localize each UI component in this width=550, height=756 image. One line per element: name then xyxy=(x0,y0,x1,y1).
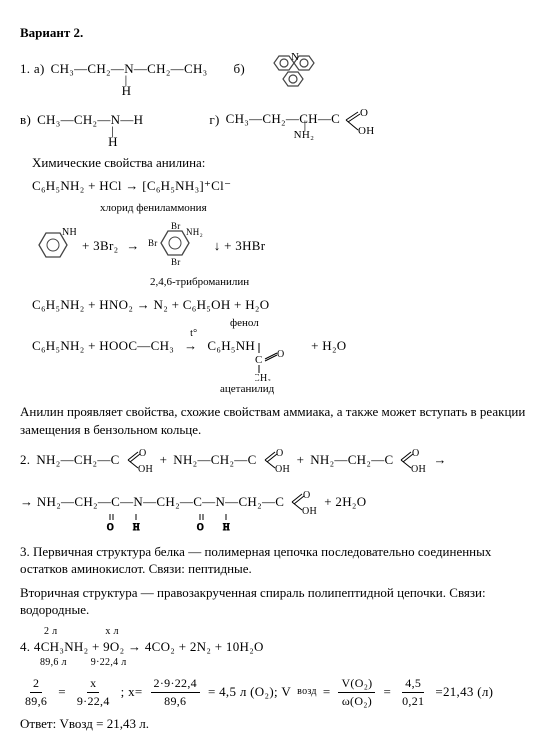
cooh-icon-2: O OH xyxy=(263,446,291,474)
f2t: x xyxy=(87,675,99,692)
f1t: 2 xyxy=(30,675,42,692)
svg-text:NH₂: NH₂ xyxy=(62,227,76,238)
top2: x л xyxy=(105,626,118,637)
result: =21,43 (л) xyxy=(435,683,493,701)
f2b: 9·22,4 xyxy=(74,693,113,709)
reaction-2: NH₂ + 3Br₂ → Br NH₂ Br Br ↓ + 3HBr xyxy=(32,221,530,269)
f4b: ω(O₂) xyxy=(339,693,375,709)
q3-p2: Вторичная структура — правозакрученная с… xyxy=(20,584,530,619)
svg-text:H: H xyxy=(133,522,140,532)
q4-block: 2 л x л 4. 4CH₃NH₂ + 9O₂ → 4CO₂ + 2N₂ + 1… xyxy=(20,625,530,670)
svg-text:O: O xyxy=(277,349,285,360)
acetanilide-label: ацетанилид xyxy=(220,382,530,397)
svg-text:Br: Br xyxy=(171,257,181,267)
arrow-q2: → xyxy=(433,451,446,469)
svg-text:O: O xyxy=(107,522,114,532)
calc1: ; x= xyxy=(121,683,143,701)
q4-equation: 4. 4CH₃NH₂ + 9O₂ → 4CO₂ + 2N₂ + 10H₂O xyxy=(20,638,530,656)
svg-text:O: O xyxy=(360,107,368,119)
cooh-group-icon: O OH xyxy=(344,104,382,136)
f5t: 4,5 xyxy=(402,675,424,692)
q2-water: + 2H₂O xyxy=(324,493,366,511)
temp-cond: t° xyxy=(190,327,197,341)
answer-line: Ответ: Vвозд = 21,43 л. xyxy=(20,715,530,733)
formula-a: CH₃—CH₂—N—CH₂—CH₃ xyxy=(51,61,208,76)
under-h-v: H xyxy=(108,133,118,151)
q4-calc: 289,6 = x9·22,4 ; x= 2·9·22,489,6 = 4,5 … xyxy=(20,675,530,708)
plus-3br2: + 3Br₂ xyxy=(82,237,118,255)
svg-text:N: N xyxy=(291,51,299,63)
svg-text:H: H xyxy=(223,522,230,532)
cooh-icon-1: O OH xyxy=(126,446,154,474)
under-h: H xyxy=(122,82,132,100)
svg-text:O: O xyxy=(303,490,311,501)
cooh-icon-3: O OH xyxy=(399,446,427,474)
svg-text:O: O xyxy=(139,448,147,459)
nh2-label: NH₂ xyxy=(294,128,315,143)
svg-text:O: O xyxy=(197,522,204,532)
svg-text:OH: OH xyxy=(275,464,290,474)
eq2: = xyxy=(323,683,331,701)
plus-2: + xyxy=(297,451,305,469)
aniline-ring-icon: NH₂ xyxy=(32,225,76,265)
f3t: 2·9·22,4 xyxy=(151,675,200,692)
f5b: 0,21 xyxy=(399,693,427,709)
triphenylamine-icon: N xyxy=(251,48,331,90)
q1-line-v: в) CH₃—CH₂—N—H | H г) CH₃—CH₂—CH—C O OH … xyxy=(20,104,530,136)
q1-label-g: г) xyxy=(209,111,219,129)
reaction-1: C₆H₅NH₂ + HCl → [C₆H₅NH₃]⁺Cl⁻ xyxy=(32,177,530,195)
r4-rhs: C₆H₅NH xyxy=(207,338,255,353)
cooh-icon-4: OOH xyxy=(290,488,318,516)
q2-line1: 2. NH₂—CH₂—C O OH + NH₂—CH₂—C O OH + NH₂—C… xyxy=(20,446,530,474)
plus-1: + xyxy=(160,451,168,469)
tripeptide-chain: → NH₂—CH₂—C—N—CH₂—C—N—CH₂—C xyxy=(20,493,284,511)
svg-text:Br: Br xyxy=(148,238,158,248)
q1-label-v: в) xyxy=(20,111,31,129)
q2-label: 2. xyxy=(20,451,30,469)
bot2: 9·22,4 л xyxy=(91,657,127,668)
svg-text:NH₂: NH₂ xyxy=(186,227,203,237)
q1-line-a: 1. а) CH₃—CH₂—N—CH₂—CH₃ | H б) N xyxy=(20,48,530,90)
arrow-icon: → xyxy=(126,237,139,255)
svg-text:Br: Br xyxy=(171,221,181,231)
gly-2: NH₂—CH₂—C xyxy=(173,451,256,469)
formula-v: CH₃—CH₂—N—H xyxy=(37,112,143,127)
acetyl-group-icon: C O CH₃ xyxy=(255,341,289,381)
q3-p1: 3. Первичная структура белка — полимерна… xyxy=(20,543,530,578)
f4t: V(O₂) xyxy=(338,675,375,692)
mid: = 4,5 л (O₂); V xyxy=(208,683,291,701)
svg-text:OH: OH xyxy=(138,464,153,474)
svg-text:C: C xyxy=(255,354,263,366)
svg-text:O: O xyxy=(276,448,284,459)
top1: 2 л xyxy=(44,626,57,637)
bot1: 89,6 л xyxy=(40,657,67,668)
reaction-3: C₆H₅NH₂ + HNO₂ → N₂ + C₆H₅OH + H₂O xyxy=(32,296,530,314)
r4-lhs: C₆H₅NH₂ + HOOC—CH₃ xyxy=(32,337,174,355)
r4-water: + H₂O xyxy=(311,337,346,355)
q2-line2: → NH₂—CH₂—C—N—CH₂—C—N—CH₂—C OOH + 2H₂O xyxy=(20,488,530,516)
q1-label-a: 1. а) xyxy=(20,60,45,78)
phenol-label: фенол xyxy=(230,316,530,331)
reaction-4: C₆H₅NH₂ + HOOC—CH₃ t° → C₆H₅NH C O CH₃ +… xyxy=(32,337,530,355)
f3b: 89,6 xyxy=(161,693,189,709)
reaction-1-name: хлорид фениламмония xyxy=(100,201,530,216)
f1b: 89,6 xyxy=(22,693,50,709)
peptide-bonds-icon: O H O H xyxy=(80,514,340,532)
svg-text:O: O xyxy=(412,448,420,459)
variant-header: Вариант 2. xyxy=(20,24,530,42)
paragraph-1: Анилин проявляет свойства, схожие свойст… xyxy=(20,403,530,438)
q1-label-b: б) xyxy=(233,60,245,78)
tribromo-ring-icon: Br NH₂ Br Br xyxy=(148,221,208,269)
vozd-sub: возд xyxy=(297,685,317,699)
reaction-2-name: 2,4,6-триброманилин xyxy=(150,275,530,290)
chem-prop-heading: Химические свойства анилина: xyxy=(32,154,530,172)
gly-1: NH₂—CH₂—C xyxy=(36,451,119,469)
rhs-3hbr: ↓ + 3HBr xyxy=(214,237,266,255)
svg-text:OH: OH xyxy=(358,125,375,136)
svg-text:CH₃: CH₃ xyxy=(255,373,271,381)
gly-3: NH₂—CH₂—C xyxy=(310,451,393,469)
formula-g: CH₃—CH₂—CH—C xyxy=(226,111,341,126)
svg-text:OH: OH xyxy=(411,464,426,474)
